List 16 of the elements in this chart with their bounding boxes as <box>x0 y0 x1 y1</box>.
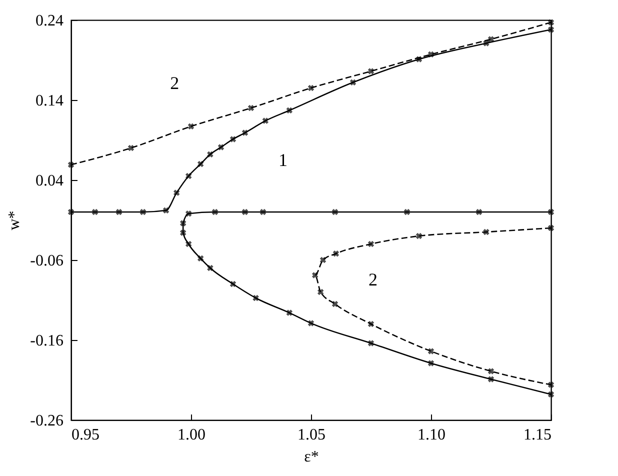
x-tick-label: 0.95 <box>72 426 100 444</box>
y-tick-label: 0.04 <box>36 172 64 190</box>
x-tick-label: 1.05 <box>298 426 326 444</box>
x-axis-title: ε* <box>304 448 319 466</box>
x-tick-label: 1.10 <box>418 426 446 444</box>
y-tick-label: 0.14 <box>36 92 64 110</box>
y-tick-label: -0.06 <box>30 252 64 270</box>
annotation: 2 <box>368 270 378 290</box>
y-tick-label: -0.16 <box>30 332 64 350</box>
y-tick-label: -0.26 <box>30 412 64 430</box>
annotation: 2 <box>170 73 180 93</box>
annotation: 1 <box>278 150 288 170</box>
y-axis-title: w* <box>6 210 24 230</box>
x-tick-label: 1.00 <box>178 426 206 444</box>
y-tick-label: 0.24 <box>36 12 64 30</box>
x-tick-label: 1.15 <box>524 426 552 444</box>
